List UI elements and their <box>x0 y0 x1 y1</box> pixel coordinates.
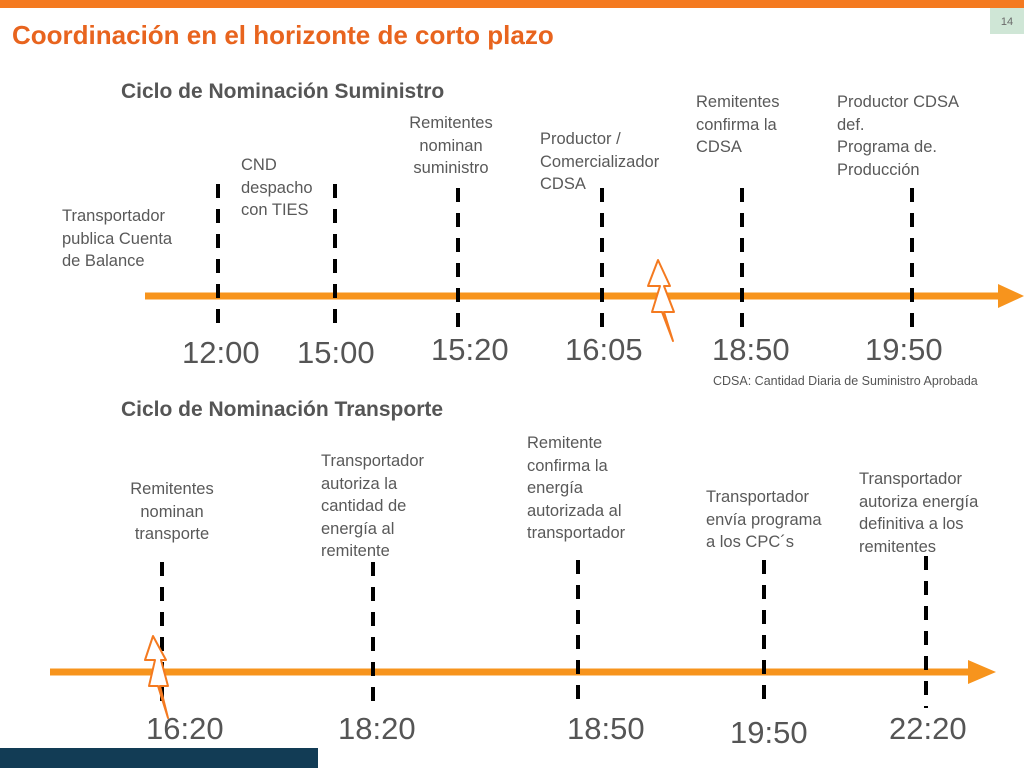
transport-time-label: 16:20 <box>146 711 224 746</box>
supply-timeline <box>145 184 1024 342</box>
supply-time-label: 18:50 <box>712 332 790 367</box>
transport-event-label: Remitentes nominan transporte <box>130 480 214 543</box>
top-accent-bar <box>0 0 1024 8</box>
transport-event-label: Transportador autoriza la cantidad de en… <box>321 452 425 560</box>
supply-event-label: Productor / Comercializador CDSA <box>540 130 660 193</box>
supply-timeline-arrowhead <box>998 284 1024 308</box>
supply-heading: Ciclo de Nominación Suministro <box>121 80 445 103</box>
lightning-bolt-icon <box>647 259 675 342</box>
transport-event-label: Remitente confirma la energía autorizada… <box>527 434 626 542</box>
cdsa-footnote: CDSA: Cantidad Diaria de Suministro Apro… <box>713 374 978 388</box>
supply-time-label: 15:00 <box>297 335 375 370</box>
supply-event-label: CND despacho con TIES <box>241 156 313 219</box>
transport-time-label: 19:50 <box>730 715 808 750</box>
transport-timeline <box>50 556 996 719</box>
transport-event-label: Transportador autoriza energía definitiv… <box>859 470 979 556</box>
transport-timeline-arrowhead <box>968 660 996 684</box>
supply-time-label: 15:20 <box>431 332 509 367</box>
supply-time-label: 19:50 <box>865 332 943 367</box>
page-number: 14 <box>990 8 1024 34</box>
supply-time-label: 12:00 <box>182 335 260 370</box>
supply-event-label: Remitentes confirma la CDSA <box>696 93 780 156</box>
lightning-bolt-icon <box>144 635 169 719</box>
supply-event-label: Transportador publica Cuenta de Balance <box>62 207 173 270</box>
transport-time-label: 18:20 <box>338 711 416 746</box>
footer-bar <box>0 748 318 768</box>
transport-heading: Ciclo de Nominación Transporte <box>121 398 444 421</box>
transport-event-label: Transportador envía programa a los CPC´s <box>706 488 822 551</box>
transport-time-label: 22:20 <box>889 711 967 746</box>
transport-time-label: 18:50 <box>567 711 645 746</box>
slide-title: Coordinación en el horizonte de corto pl… <box>12 20 554 50</box>
supply-event-label: Productor CDSA def. Programa de. Producc… <box>837 93 959 179</box>
supply-event-label: Remitentes nominan suministro <box>409 114 493 177</box>
supply-time-label: 16:05 <box>565 332 643 367</box>
